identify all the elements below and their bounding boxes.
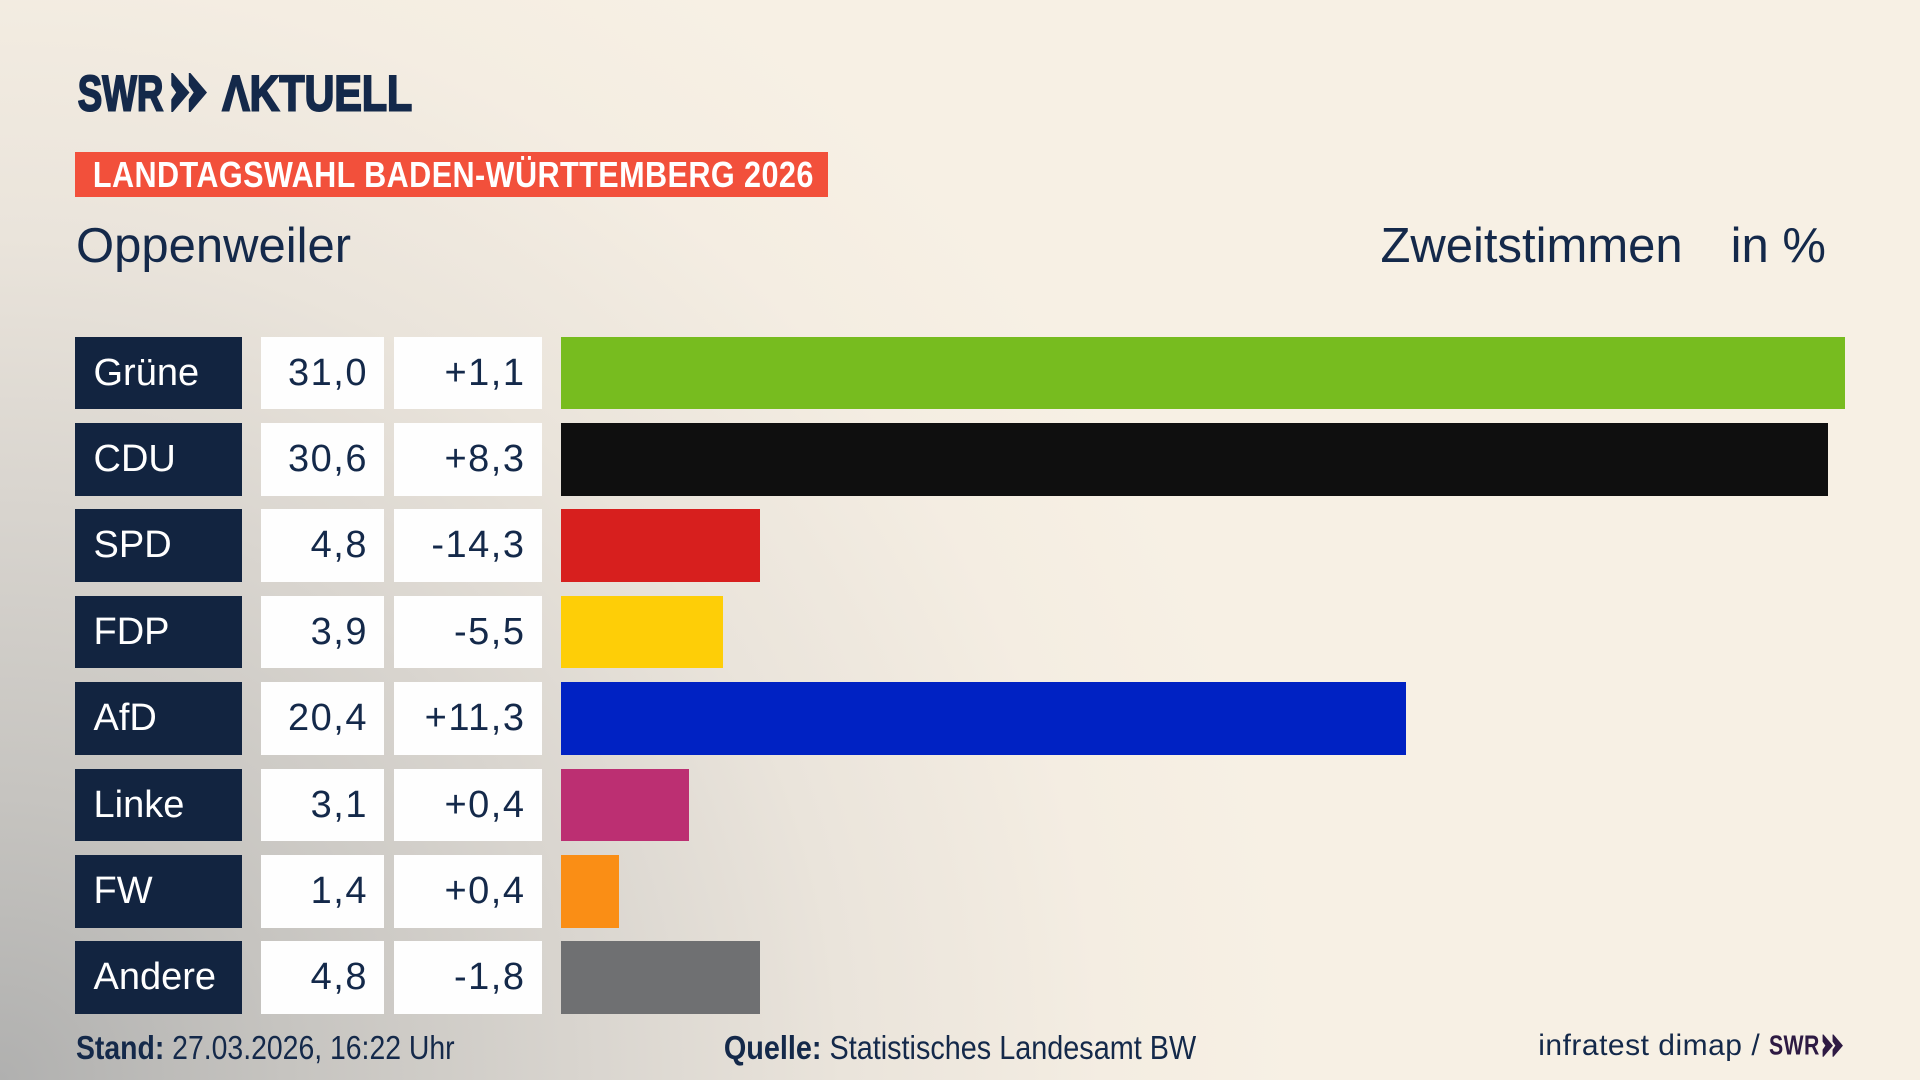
svg-text:SWR: SWR (1769, 1034, 1820, 1057)
svg-text:ΛKTUELL: ΛKTUELL (222, 73, 412, 113)
svg-text:SWR: SWR (78, 73, 164, 113)
